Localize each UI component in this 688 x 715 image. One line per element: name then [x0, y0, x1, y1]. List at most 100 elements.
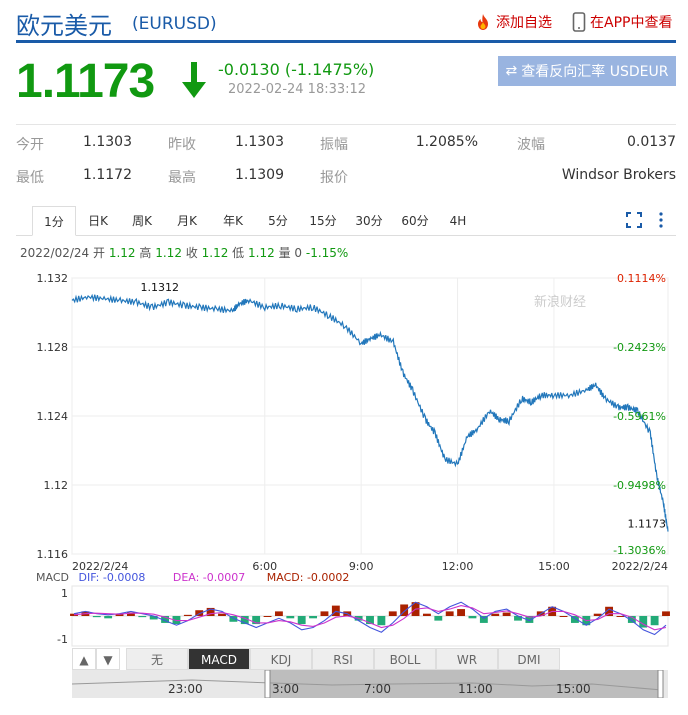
- stat-label: 今开: [16, 137, 44, 153]
- more-options-icon[interactable]: [658, 212, 664, 228]
- macd-histogram-bar: [400, 604, 409, 616]
- macd-histogram-bar: [570, 616, 579, 623]
- swap-icon: ⇄: [505, 63, 518, 79]
- navigator-handle-left[interactable]: [264, 670, 271, 698]
- tab-monthly[interactable]: 月K: [177, 214, 197, 228]
- macd-legend: MACD DIF: -0.0008 DEA: -0.0007 MACD: -0.…: [36, 571, 349, 584]
- y-tick-label: 1.132: [37, 272, 69, 285]
- macd-histogram-bar: [582, 616, 591, 626]
- macd-histogram-bar: [639, 616, 648, 628]
- add-favorite-label: 添加自选: [496, 15, 552, 31]
- tab-daily[interactable]: 日K: [88, 214, 108, 228]
- stats-row: 今开 1.1303 昨收 1.1303 振幅 1.2085% 波幅 0.0137: [16, 125, 676, 158]
- watermark: 新浪财经: [534, 294, 586, 310]
- indicator-dmi[interactable]: DMI: [498, 648, 560, 670]
- macd-histogram-bar: [650, 616, 659, 626]
- macd-histogram-bar: [502, 612, 511, 616]
- page-title: 欧元美元: [16, 12, 112, 40]
- y-tick-label: 1.124: [37, 410, 69, 423]
- header-divider: [16, 40, 676, 43]
- stat-value: Windsor Brokers: [561, 167, 676, 183]
- pct-tick-label: -0.5961%: [613, 410, 666, 423]
- macd-histogram-bar: [559, 616, 568, 617]
- readout-low: 1.12: [248, 246, 275, 260]
- readout-open: 1.12: [108, 246, 136, 260]
- navigator-tick: 3:00: [272, 682, 299, 696]
- quote-timestamp: 2022-02-24 18:33:12: [228, 82, 367, 97]
- pct-tick-label: -0.9498%: [613, 479, 666, 492]
- navigator-handle-right[interactable]: [657, 670, 664, 698]
- tab-30min[interactable]: 30分: [355, 214, 383, 228]
- macd-histogram-bar: [161, 616, 170, 623]
- macd-dea-line: [73, 605, 667, 631]
- symbol-code: (EURUSD): [132, 14, 217, 34]
- tab-yearly[interactable]: 年K: [223, 214, 243, 228]
- indicator-boll[interactable]: BOLL: [374, 648, 436, 670]
- tab-4h[interactable]: 4H: [449, 214, 467, 228]
- readout-high-label: 高: [139, 246, 152, 260]
- time-navigator[interactable]: 23:00 3:00 7:00 11:00 15:00: [72, 670, 668, 698]
- x-tick-label: 12:00: [442, 560, 474, 573]
- macd-histogram-bar: [195, 610, 204, 616]
- macd-y-tick-label: -1: [57, 633, 68, 646]
- indicator-rsi[interactable]: RSI: [312, 648, 374, 670]
- price-change: -0.0130 (-1.1475%): [218, 60, 375, 79]
- indicator-wr[interactable]: WR: [436, 648, 498, 670]
- tab-15min[interactable]: 15分: [309, 214, 337, 228]
- macd-histogram-bar: [218, 613, 226, 616]
- macd-legend-dif: DIF: -0.0008: [78, 571, 146, 584]
- macd-histogram-bar: [536, 611, 545, 616]
- stat-label: 最高: [168, 170, 196, 186]
- indicator-none[interactable]: 无: [126, 648, 188, 670]
- macd-histogram-bar: [468, 616, 477, 619]
- pct-tick-label: -0.2423%: [613, 341, 666, 354]
- macd-histogram-bar: [388, 611, 397, 616]
- tab-60min[interactable]: 60分: [401, 214, 429, 228]
- macd-legend-dea: DEA: -0.0007: [172, 571, 246, 584]
- readout-date: 2022/02/24: [20, 246, 90, 260]
- reverse-rate-button[interactable]: ⇄ 查看反向汇率 USDEUR: [498, 56, 676, 86]
- down-arrow-icon: [180, 60, 208, 104]
- x-tick-label: 9:00: [349, 560, 374, 573]
- macd-histogram-bar: [331, 605, 340, 616]
- macd-dif-line: [73, 601, 667, 636]
- stat-value: 1.1303: [83, 134, 132, 150]
- annotation-label: 1.1312: [141, 281, 180, 294]
- macd-histogram-bar: [138, 616, 147, 618]
- macd-histogram-bar: [149, 616, 158, 620]
- tab-5min[interactable]: 5分: [268, 214, 288, 228]
- navigator-tick: 15:00: [556, 682, 591, 696]
- fullscreen-icon[interactable]: [626, 212, 642, 228]
- nav-down-button[interactable]: ▼: [96, 648, 120, 670]
- indicator-kdj[interactable]: KDJ: [250, 648, 312, 670]
- macd-histogram-bar: [70, 613, 78, 616]
- chart-tools: [626, 212, 664, 228]
- open-in-app-button[interactable]: 在APP中查看: [572, 12, 672, 32]
- open-in-app-label: 在APP中查看: [590, 15, 673, 31]
- macd-histogram-bar: [104, 616, 113, 619]
- macd-histogram-bar: [81, 611, 90, 616]
- nav-up-button[interactable]: ▲: [72, 648, 96, 670]
- macd-histogram-bar: [366, 616, 374, 625]
- macd-histogram-bar: [206, 607, 215, 616]
- tab-1min[interactable]: 1分: [32, 206, 76, 236]
- pct-tick-label: -1.3036%: [613, 544, 666, 557]
- indicator-macd[interactable]: MACD: [188, 648, 250, 670]
- macd-histogram-bar: [320, 611, 329, 616]
- annotation-label: 1.1173: [628, 518, 667, 531]
- macd-histogram-bar: [354, 616, 363, 621]
- readout-volume: 0: [294, 246, 303, 260]
- macd-histogram-bar: [240, 616, 249, 625]
- stat-value: 1.1172: [83, 167, 132, 183]
- readout-close-label: 收: [185, 246, 198, 260]
- stats-table: 今开 1.1303 昨收 1.1303 振幅 1.2085% 波幅 0.0137…: [16, 124, 676, 191]
- macd-histogram-bar: [445, 611, 454, 616]
- add-favorite-button[interactable]: 添加自选: [474, 12, 552, 32]
- macd-histogram-bar: [605, 606, 614, 616]
- macd-frame: [71, 585, 669, 647]
- tab-weekly[interactable]: 周K: [132, 214, 152, 228]
- macd-histogram-bar: [593, 613, 602, 616]
- macd-histogram-bar: [274, 611, 283, 616]
- y-tick-label: 1.116: [37, 548, 69, 561]
- macd-legend-name: MACD: [36, 571, 69, 584]
